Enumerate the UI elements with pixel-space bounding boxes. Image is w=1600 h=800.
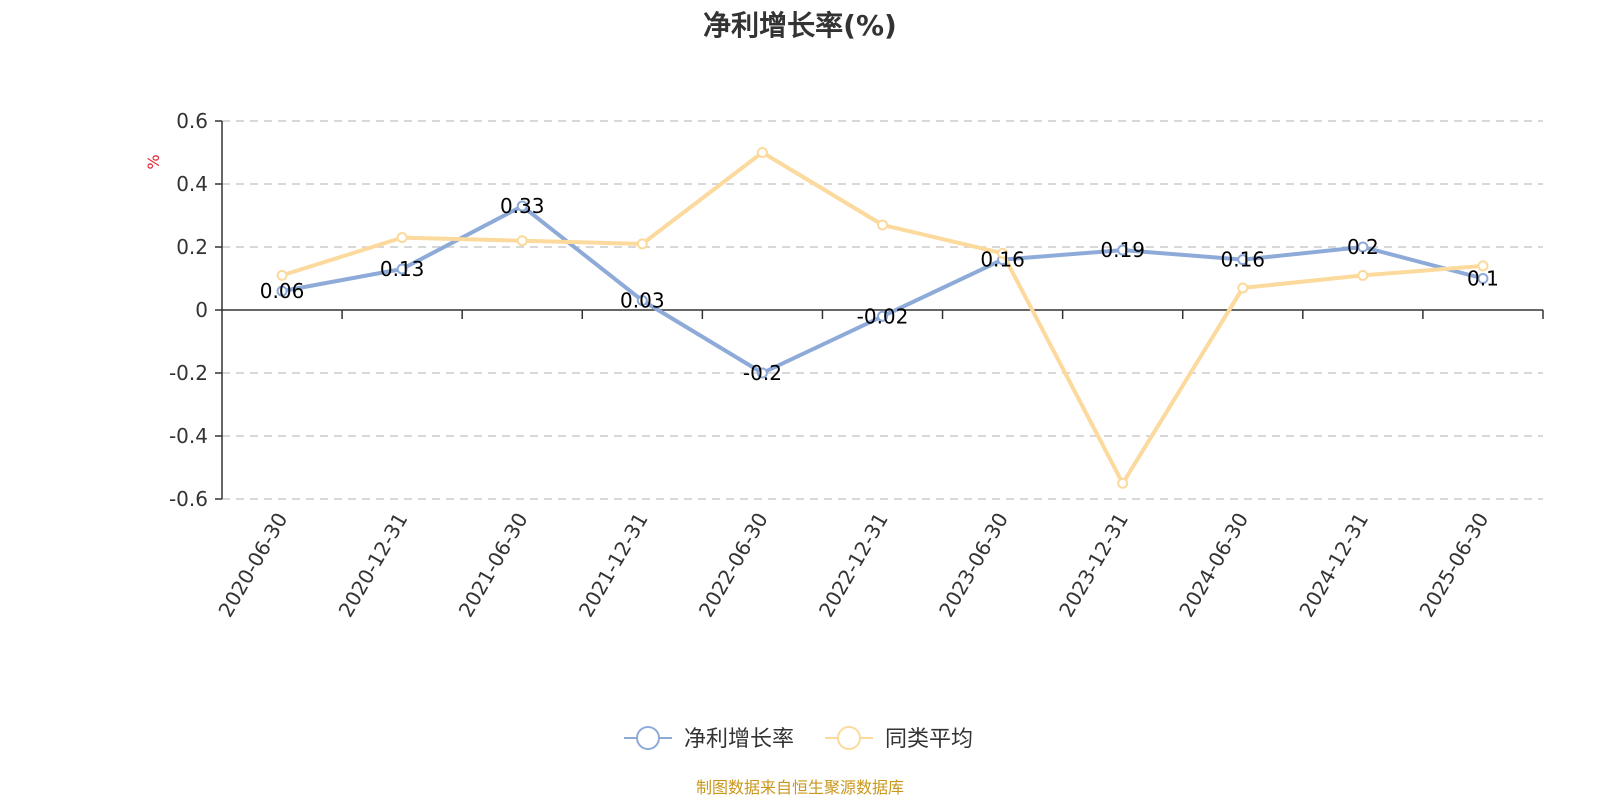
data-labels: 0.06 0.13 0.33 0.03 -0.2 -0.02 0.16 0.19 0.16 0.2…	[260, 194, 1499, 385]
data-label: 0.2	[1347, 235, 1379, 259]
series-lines	[276, 147, 1489, 489]
series-point-1	[756, 147, 768, 158]
x-tick-label: 2025-06-30	[1414, 509, 1493, 622]
series-point-0	[756, 367, 768, 379]
y-tick-label: -0.2	[169, 361, 208, 385]
series-point-0	[1117, 244, 1129, 256]
series-point-1	[997, 247, 1009, 259]
data-label: -0.02	[857, 304, 909, 328]
legend-swatch-marker	[837, 726, 861, 750]
series-point-0	[396, 263, 408, 275]
x-tick-label: 2020-12-31	[334, 509, 413, 622]
x-tick-label: 2021-06-30	[454, 509, 533, 622]
data-label: 0.16	[980, 248, 1025, 272]
y-tick-label: -0.6	[169, 487, 208, 511]
data-label: 0.1	[1467, 267, 1499, 291]
legend-swatch-marker	[636, 726, 660, 750]
x-tick-label: 2021-12-31	[574, 509, 653, 622]
legend[interactable]: 净利增长率 同类平均	[624, 726, 973, 752]
x-tick-label: 2024-12-31	[1294, 509, 1373, 622]
series-point-1	[396, 232, 408, 244]
series-point-1	[1357, 269, 1369, 281]
y-tick-label: -0.4	[169, 424, 208, 448]
source-note: 制图数据来自恒生聚源数据库	[695, 778, 904, 797]
gridlines	[222, 120, 1543, 500]
chart-title: 净利增长率(%)	[703, 9, 897, 42]
series-point-1	[516, 235, 528, 247]
legend-label: 同类平均	[885, 727, 973, 752]
x-tick-label: 2023-06-30	[934, 508, 1013, 621]
legend-item-0[interactable]: 净利增长率	[624, 726, 794, 752]
series-point-1	[276, 269, 288, 281]
data-label: 0.33	[500, 194, 545, 218]
series-point-0	[1357, 241, 1369, 253]
y-unit-label: %	[144, 154, 163, 169]
series-point-0	[276, 285, 288, 297]
series-point-1	[1477, 260, 1489, 272]
data-label: 0.19	[1100, 238, 1145, 262]
series-point-0	[636, 295, 648, 307]
axes: 0.6 0.4 0.2 0 -0.2 -0.4 -0.6% 2020-06-30 2020-12…	[144, 109, 1544, 622]
data-label: -0.2	[743, 361, 782, 385]
legend-label: 净利增长率	[684, 727, 794, 752]
series-point-0	[1237, 254, 1249, 266]
x-tick-label: 2020-06-30	[213, 509, 292, 622]
x-tick-label: 2023-12-31	[1054, 509, 1133, 622]
series-point-1	[877, 219, 888, 231]
data-label: 0.03	[620, 289, 665, 313]
data-label: 0.06	[260, 279, 305, 303]
series-point-1	[636, 238, 648, 250]
series-line-0	[281, 204, 1484, 375]
y-tick-label: 0.6	[176, 109, 208, 133]
series-point-1	[1117, 477, 1129, 489]
series-point-0	[516, 200, 528, 212]
x-tick-label: 2022-06-30	[694, 509, 773, 622]
y-tick-label: 0	[195, 298, 208, 322]
series-point-1	[1237, 282, 1249, 294]
y-tick-label: 0.4	[176, 172, 208, 196]
x-tick-label: 2022-12-31	[814, 509, 893, 622]
y-tick-label: 0.2	[176, 235, 208, 259]
x-tick-label: 2024-06-30	[1174, 509, 1253, 622]
series-point-0	[877, 310, 888, 322]
legend-item-1[interactable]: 同类平均	[825, 726, 973, 752]
data-label: 0.13	[380, 257, 425, 281]
series-point-0	[1477, 273, 1489, 284]
data-label: 0.16	[1221, 248, 1266, 272]
